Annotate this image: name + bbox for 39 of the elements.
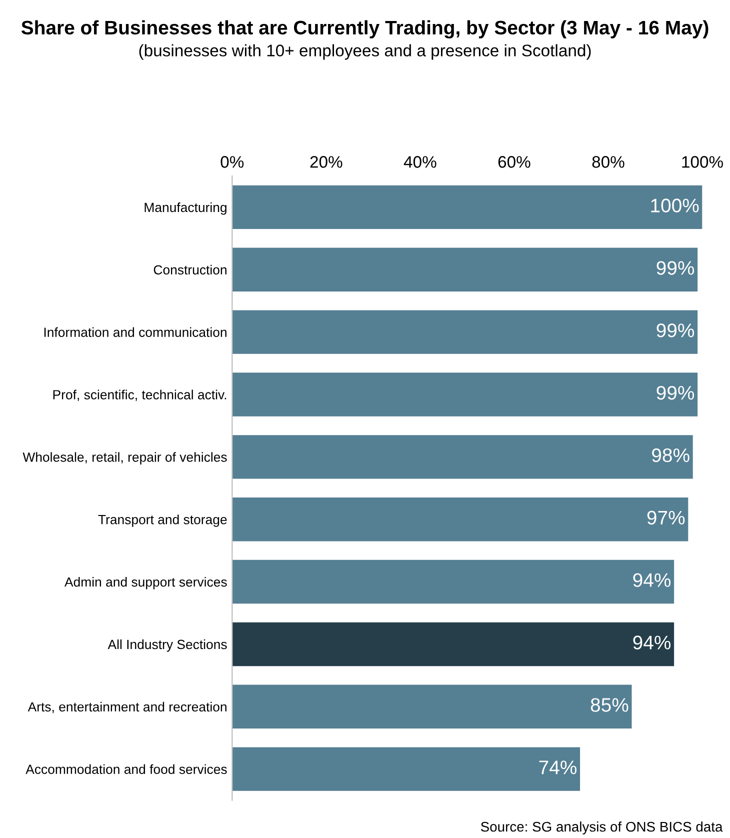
chart-subtitle: (businesses with 10+ employees and a presence in Scotland) xyxy=(139,44,591,60)
y-tick-label: All Industry Sections xyxy=(108,639,227,652)
data-label: 99% xyxy=(656,324,694,338)
bar xyxy=(232,435,693,479)
y-tick-label: Accommodation and food services xyxy=(26,764,227,774)
y-tick-label: Wholesale, retail, repair of vehicles xyxy=(22,452,227,464)
bar xyxy=(232,747,580,791)
bar xyxy=(232,310,698,354)
data-label: 94% xyxy=(633,636,671,650)
x-tick-label: 40% xyxy=(404,156,436,168)
bar xyxy=(232,498,688,542)
y-tick-label: Transport and storage xyxy=(98,514,227,527)
bar xyxy=(232,560,674,604)
y-tick-label: Construction xyxy=(154,264,226,275)
y-tick-label: Information and communication xyxy=(44,327,226,337)
y-tick-label: Admin and support services xyxy=(64,577,227,590)
bar xyxy=(232,372,698,416)
data-label: 74% xyxy=(539,760,577,774)
y-tick-label: Arts, entertainment and recreation xyxy=(28,702,226,714)
bar xyxy=(232,684,632,728)
source-note: Source: SG analysis of ONS BICS data xyxy=(480,821,723,834)
x-tick-label: 0% xyxy=(220,156,244,168)
chart-title: Share of Businesses that are Currently Trading, by Sector (3 May - 16 May) xyxy=(21,20,708,38)
bar xyxy=(232,622,674,666)
data-label: 99% xyxy=(656,386,694,400)
y-tick-label: Manufacturing xyxy=(144,202,226,215)
x-tick-label: 100% xyxy=(682,156,723,168)
data-label: 100% xyxy=(651,198,699,212)
data-label: 97% xyxy=(647,510,685,525)
data-label: 99% xyxy=(656,261,694,275)
data-label: 94% xyxy=(633,573,671,587)
data-label: 85% xyxy=(590,698,628,712)
x-tick-label: 80% xyxy=(592,156,624,168)
x-tick-label: 20% xyxy=(310,156,342,168)
x-tick-label: 60% xyxy=(498,156,530,168)
bar xyxy=(232,185,702,230)
y-tick-label: Prof, scientific, technical activ. xyxy=(53,390,226,401)
bar xyxy=(232,248,698,292)
data-label: 98% xyxy=(652,448,690,462)
